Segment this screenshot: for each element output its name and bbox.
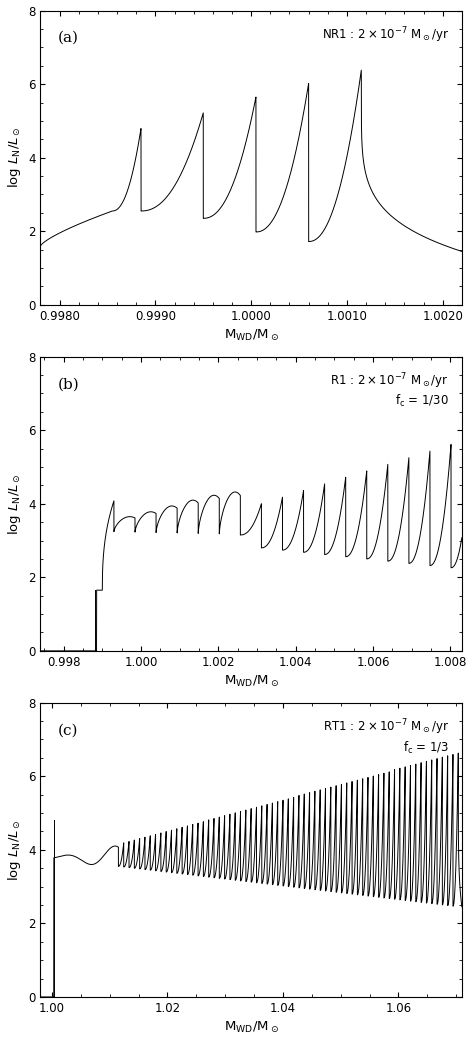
Text: (a): (a): [57, 31, 78, 45]
X-axis label: M$_{\rm WD}$/M$_\odot$: M$_{\rm WD}$/M$_\odot$: [224, 328, 279, 344]
Y-axis label: log $L_{\rm N}/L_\odot$: log $L_{\rm N}/L_\odot$: [6, 473, 23, 535]
Text: R1 : $2\times10^{-7}$ M$_\odot$/yr
f$_{\rm c}$ = 1/30: R1 : $2\times10^{-7}$ M$_\odot$/yr f$_{\…: [330, 372, 449, 409]
Y-axis label: log $L_{\rm N}/L_\odot$: log $L_{\rm N}/L_\odot$: [6, 127, 23, 188]
Y-axis label: log $L_{\rm N}/L_\odot$: log $L_{\rm N}/L_\odot$: [6, 819, 23, 881]
Text: RT1 : $2\times10^{-7}$ M$_\odot$/yr
f$_{\rm c}$ = 1/3: RT1 : $2\times10^{-7}$ M$_\odot$/yr f$_{…: [323, 717, 449, 756]
Text: NR1 : $2\times10^{-7}$ M$_\odot$/yr: NR1 : $2\times10^{-7}$ M$_\odot$/yr: [322, 25, 449, 45]
X-axis label: M$_{\rm WD}$/M$_\odot$: M$_{\rm WD}$/M$_\odot$: [224, 675, 279, 689]
Text: (b): (b): [57, 377, 79, 391]
Text: (c): (c): [57, 723, 78, 737]
X-axis label: M$_{\rm WD}$/M$_\odot$: M$_{\rm WD}$/M$_\odot$: [224, 1020, 279, 1036]
